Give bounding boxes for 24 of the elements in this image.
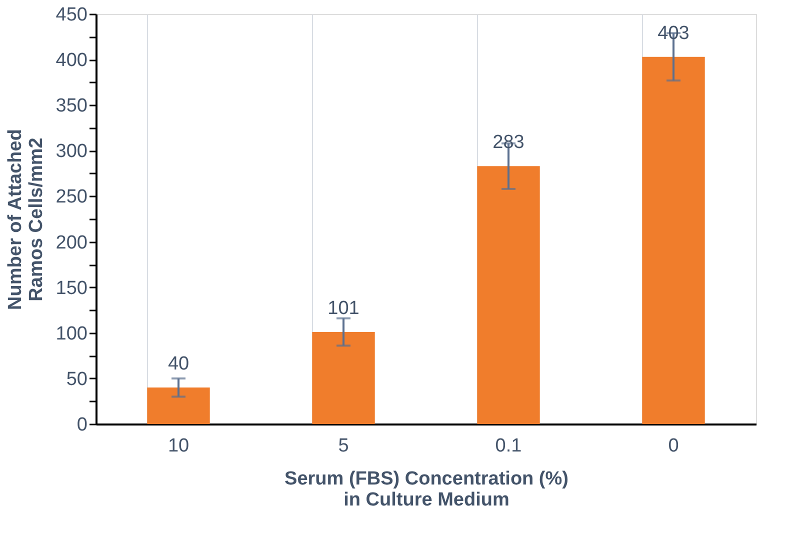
bar: [147, 388, 210, 424]
y-tick-label: 200: [56, 232, 88, 254]
bar: [312, 332, 375, 424]
y-tick-label: 0: [76, 414, 88, 436]
x-tick-label: 10: [168, 436, 190, 456]
y-tick-label: 50: [66, 368, 88, 390]
data-label: 40: [168, 354, 190, 375]
y-tick-label: 250: [56, 186, 88, 208]
x-tick-label: 0.1: [495, 436, 522, 456]
y-tick-label: 350: [56, 96, 88, 117]
y-tick-label: 300: [56, 141, 88, 162]
y-tick-label: 150: [56, 278, 88, 299]
x-tick-label: 0: [668, 436, 679, 456]
y-tick-label: 400: [56, 50, 88, 72]
y-tick-label: 450: [56, 4, 88, 26]
y-tick-label: 100: [56, 323, 88, 344]
data-label: 283: [492, 132, 524, 154]
x-tick-label: 5: [338, 436, 349, 456]
data-label: 403: [658, 22, 690, 44]
y-axis-title: Number of Attached Ramos Cells/mm2: [4, 129, 47, 310]
bar: [477, 166, 540, 424]
data-label: 101: [328, 298, 360, 319]
x-axis-title: Serum (FBS) Concentration (%) in Culture Medium: [284, 468, 568, 510]
bar: [642, 56, 705, 424]
